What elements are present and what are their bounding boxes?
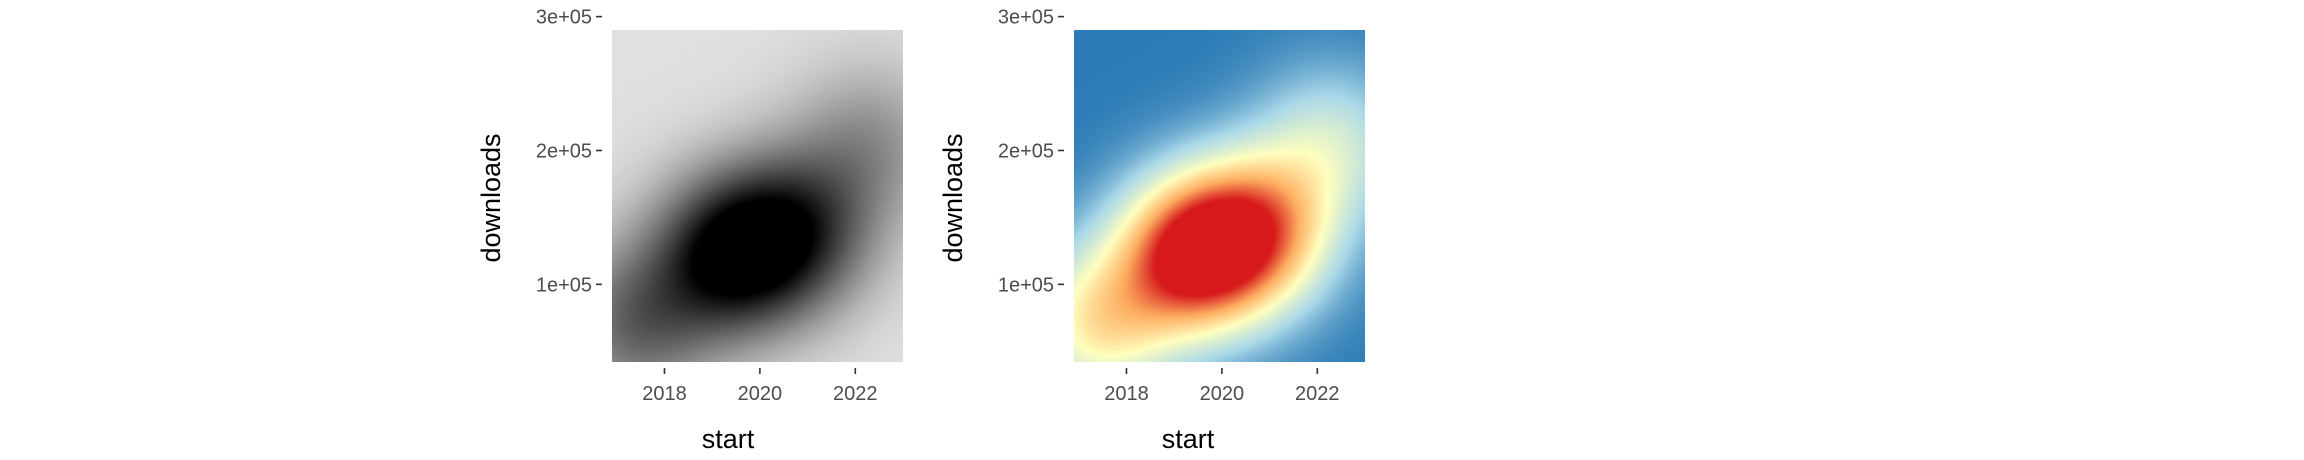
x-axis: 2018 2020 2022 (1104, 368, 1340, 405)
x-tick-label: 2018 (1104, 383, 1149, 405)
x-tick-label: 2018 (642, 383, 687, 405)
plot-area (612, 30, 903, 362)
y-axis-title: downloads (938, 133, 968, 262)
x-axis-title: start (702, 424, 755, 454)
y-tick-label: 1e+05 (998, 274, 1054, 296)
density-chart-color: 1e+05 2e+05 3e+05 2018 2020 2022 start downl… (938, 7, 1365, 454)
y-tick-label: 3e+05 (536, 7, 592, 29)
y-axis: 1e+05 2e+05 3e+05 (998, 7, 1064, 296)
y-axis: 1e+05 2e+05 3e+05 (536, 7, 602, 296)
x-tick-label: 2022 (833, 383, 878, 405)
x-tick-label: 2022 (1295, 383, 1340, 405)
density-raster (1074, 30, 1365, 362)
density-chart-grayscale: 1e+05 2e+05 3e+05 2018 2020 2022 start downl… (476, 7, 903, 454)
y-axis-title: downloads (476, 133, 506, 262)
x-axis: 2018 2020 2022 (642, 368, 878, 405)
density-panel-color: 1e+05 2e+05 3e+05 2018 2020 2022 start downl… (922, 0, 1392, 460)
plot-area (1074, 30, 1365, 362)
y-tick-label: 3e+05 (998, 7, 1054, 29)
y-tick-label: 2e+05 (998, 140, 1054, 162)
y-tick-label: 1e+05 (536, 274, 592, 296)
y-tick-label: 2e+05 (536, 140, 592, 162)
x-tick-label: 2020 (738, 383, 783, 405)
x-tick-label: 2020 (1200, 383, 1245, 405)
density-raster (612, 30, 903, 362)
x-axis-title: start (1162, 424, 1215, 454)
density-panel-grayscale: 1e+05 2e+05 3e+05 2018 2020 2022 start downl… (460, 0, 930, 460)
